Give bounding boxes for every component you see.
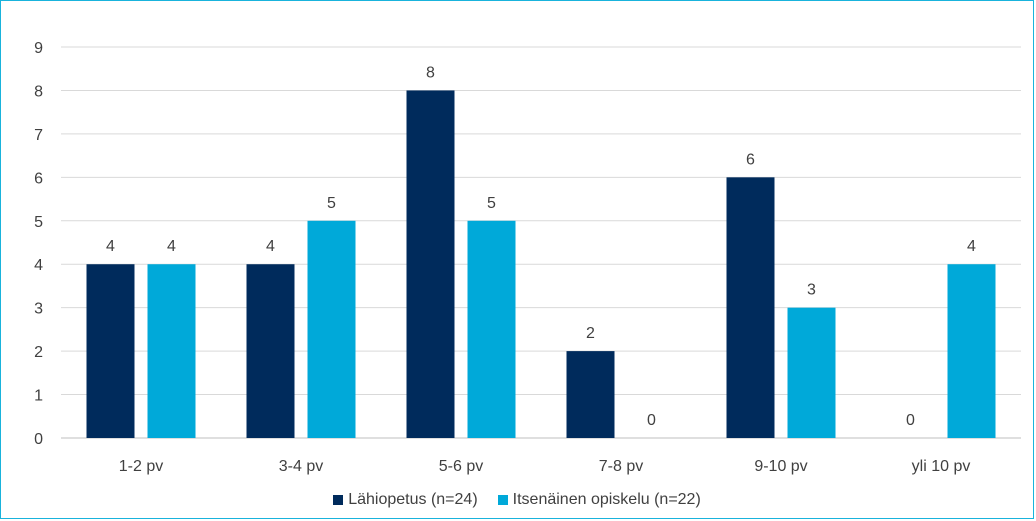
x-tick-label: 7-8 pv [599, 458, 643, 475]
y-tick-label: 1 [34, 388, 43, 405]
x-tick-label: 5-6 pv [439, 458, 483, 475]
y-tick-label: 8 [34, 83, 43, 100]
bar-lahiopetus [726, 177, 775, 439]
bar-lahiopetus [86, 264, 135, 438]
x-tick-label: 3-4 pv [279, 458, 323, 475]
y-tick-label: 6 [34, 170, 43, 187]
legend: Lähiopetus (n=24) Itsenäinen opiskelu (n… [1, 491, 1033, 509]
data-label: 3 [807, 282, 816, 299]
data-label: 6 [746, 151, 755, 168]
x-tick-label: yli 10 pv [912, 458, 971, 475]
legend-swatch-itsenainen-opiskelu [497, 495, 508, 505]
legend-label-lahiopetus: Lähiopetus (n=24) [348, 491, 478, 508]
data-label: 4 [266, 238, 275, 255]
data-label: 4 [167, 238, 176, 255]
y-tick-label: 5 [34, 214, 43, 231]
y-tick-label: 0 [34, 431, 43, 448]
y-tick-label: 4 [34, 257, 43, 274]
x-tick-label: 9-10 pv [754, 458, 807, 475]
legend-item-lahiopetus: Lähiopetus (n=24) [333, 491, 478, 509]
legend-item-itsenainen-opiskelu: Itsenäinen opiskelu (n=22) [497, 491, 701, 509]
y-tick-label: 7 [34, 127, 43, 144]
bar-lahiopetus [566, 351, 615, 438]
data-label: 8 [426, 64, 435, 81]
bar-itsenainen-opiskelu [307, 220, 356, 438]
bar-lahiopetus [246, 264, 295, 438]
data-label: 5 [327, 195, 336, 212]
legend-label-itsenainen-opiskelu: Itsenäinen opiskelu (n=22) [512, 491, 701, 508]
bar-lahiopetus [406, 90, 455, 438]
bar-itsenainen-opiskelu [947, 264, 996, 438]
data-label: 4 [967, 238, 976, 255]
bar-itsenainen-opiskelu [787, 307, 836, 438]
data-label: 4 [106, 238, 115, 255]
bar-itsenainen-opiskelu [467, 220, 516, 438]
data-label: 0 [906, 412, 915, 429]
data-label: 5 [487, 195, 496, 212]
legend-swatch-lahiopetus [333, 495, 344, 505]
data-label: 2 [586, 325, 595, 342]
data-label: 0 [647, 412, 656, 429]
bar-itsenainen-opiskelu [147, 264, 196, 438]
x-tick-label: 1-2 pv [119, 458, 163, 475]
y-tick-label: 3 [34, 301, 43, 318]
y-tick-label: 2 [34, 344, 43, 361]
y-tick-label: 9 [34, 40, 43, 57]
